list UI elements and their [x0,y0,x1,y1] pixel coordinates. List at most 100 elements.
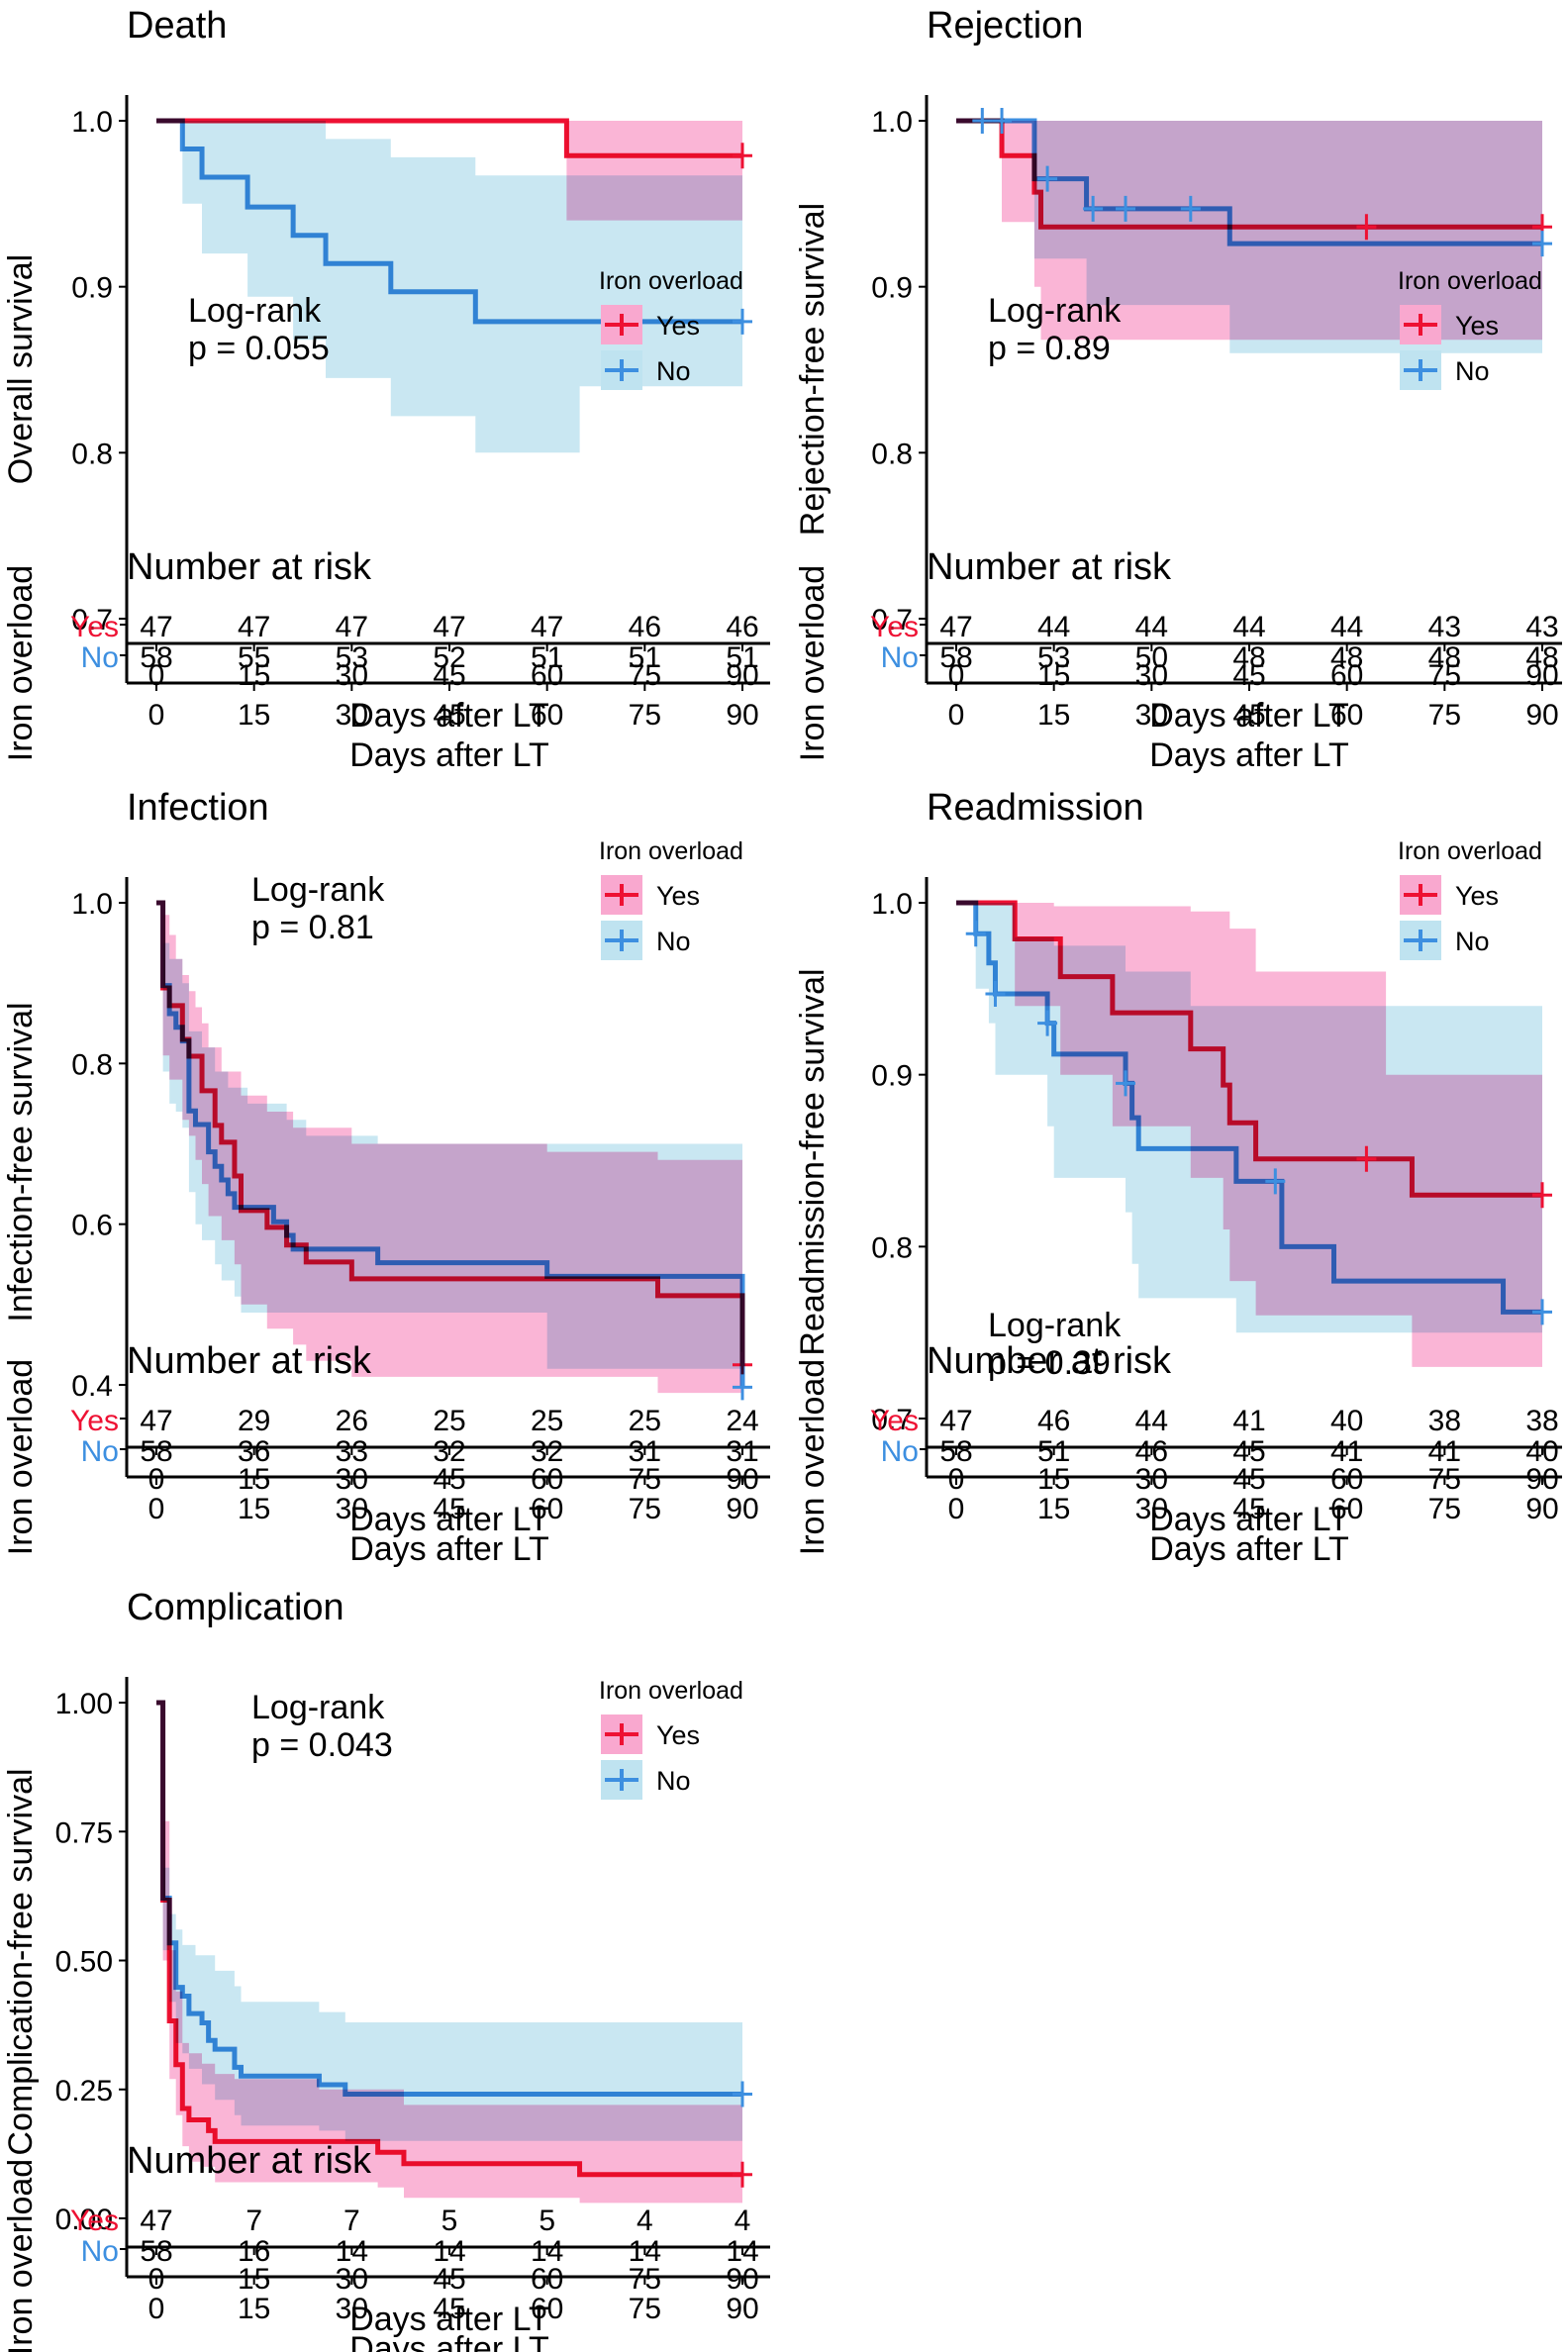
risk-count: 7 [343,2205,360,2237]
risk-count: 38 [1525,1405,1558,1437]
km-curve-no [156,1700,742,2097]
risk-count: 44 [1135,1405,1168,1437]
risk-x-tick-label: 30 [1135,699,1168,732]
risk-x-tick-label: 90 [726,2293,758,2325]
risk-count: 38 [1428,1405,1461,1437]
risk-count: 58 [140,641,172,674]
risk-count: 40 [1330,1405,1363,1437]
chart-title: Readmission [927,787,1144,829]
risk-count: 47 [939,611,972,643]
legend-label-yes: Yes [656,881,700,911]
logrank-label: Log-rank [988,292,1122,330]
risk-count: 26 [336,1405,368,1437]
risk-table-title: Number at risk [127,2140,372,2182]
risk-x-tick-label: 30 [336,699,368,732]
legend-label-yes: Yes [656,311,700,341]
risk-x-tick-label: 15 [238,699,270,732]
p-value-label: p = 0.81 [251,909,374,946]
censor-mark [985,981,1006,1008]
risk-x-tick-label: 30 [336,1493,368,1525]
risk-count: 4 [637,2205,653,2237]
km-curve-yes [156,900,745,1365]
y-axis-title: Infection-free survival [2,1002,40,1322]
risk-x-tick-label: 90 [1525,1493,1558,1525]
legend-title: Iron overload [599,837,743,865]
risk-count: 50 [1135,641,1168,674]
risk-table-ylabel: Iron overload [794,1359,832,1555]
y-tick-label: 0.8 [871,438,913,470]
y-tick-label: 0.8 [71,438,113,470]
risk-count: 25 [629,1405,661,1437]
y-axis-title: Rejection-free survival [794,203,832,536]
panel-rejection: Rejection 0.7 0.8 0.9 1.0 0 15 30 45 60 75 90 Days a… [794,5,1562,735]
censor-mark [733,1374,752,1401]
km-curve-no [956,118,1542,246]
legend-key-yes [605,314,638,336]
risk-x-tick-label: 15 [238,1493,270,1525]
censor-mark [733,2081,752,2107]
y-tick-label: 1.0 [871,106,913,139]
ci-band-no [156,1703,742,2141]
x-axis-title: Days after LT [349,2301,549,2338]
risk-x-axis-title: Days after LT [1149,1530,1349,1568]
risk-count: 48 [1428,641,1461,674]
risk-count: 58 [140,2235,172,2268]
risk-count: 51 [1037,1435,1070,1468]
risk-count: 32 [433,1435,465,1468]
y-tick-label: 0.00 [55,2204,113,2236]
y-tick-label: 1.0 [871,888,913,921]
km-curve-yes [956,900,1542,1198]
risk-table-title: Number at risk [927,546,1172,588]
legend-label-yes: Yes [656,1720,700,1750]
censor-mark [1265,1168,1286,1195]
censor-mark [733,143,752,169]
y-tick-label: 0.9 [871,272,913,305]
risk-x-tick-label: 75 [629,1493,661,1525]
risk-count: 41 [1428,1435,1461,1468]
y-tick-label: 0.6 [71,1210,113,1242]
risk-row-label-yes: Yes [870,611,919,643]
x-axis-title: Days after LT [1149,697,1349,735]
p-value-label: p = 0.89 [988,330,1111,367]
risk-count: 31 [629,1435,661,1468]
risk-x-tick-label: 45 [1232,699,1265,732]
risk-x-axis-title: Days after LT [349,736,549,774]
legend-key-no [605,1769,638,1791]
y-axis-title: Overall survival [2,254,40,484]
legend-key-no [1404,359,1437,381]
chart-title: Complication [127,1587,344,1628]
censor-mark [1083,195,1104,222]
y-tick-label: 0.9 [71,272,113,305]
panel-death: Death 0.7 0.8 0.9 1.0 0 15 30 45 60 75 90 Days after… [2,5,770,735]
risk-count: 43 [1525,611,1558,643]
legend-key-no [1404,930,1437,951]
logrank-label: Log-rank [188,292,322,330]
risk-x-tick-label: 90 [1525,699,1558,732]
risk-count: 47 [140,2205,172,2237]
risk-count: 52 [433,641,465,674]
risk-count: 58 [939,641,972,674]
y-tick-label: 0.50 [55,1946,113,1979]
risk-x-tick-label: 60 [531,1493,563,1525]
risk-count: 46 [1037,1405,1070,1437]
risk-count: 41 [1232,1405,1265,1437]
risk-x-tick-label: 0 [148,1493,165,1525]
risk-count: 24 [726,1405,758,1437]
chart-title: Rejection [927,5,1083,47]
risk-x-tick-label: 75 [1428,1493,1461,1525]
risk-count: 51 [531,641,563,674]
risk-table-title: Number at risk [127,546,372,588]
censor-mark [1116,1070,1136,1097]
legend-title: Iron overload [599,1677,743,1705]
risk-count: 51 [726,641,758,674]
risk-row-label-no: No [81,1435,119,1468]
risk-row-label-no: No [81,641,119,674]
risk-count: 58 [939,1435,972,1468]
risk-count: 44 [1232,611,1265,643]
y-tick-label: 0.4 [71,1370,113,1403]
risk-count: 36 [238,1435,270,1468]
logrank-label: Log-rank [251,1689,385,1726]
